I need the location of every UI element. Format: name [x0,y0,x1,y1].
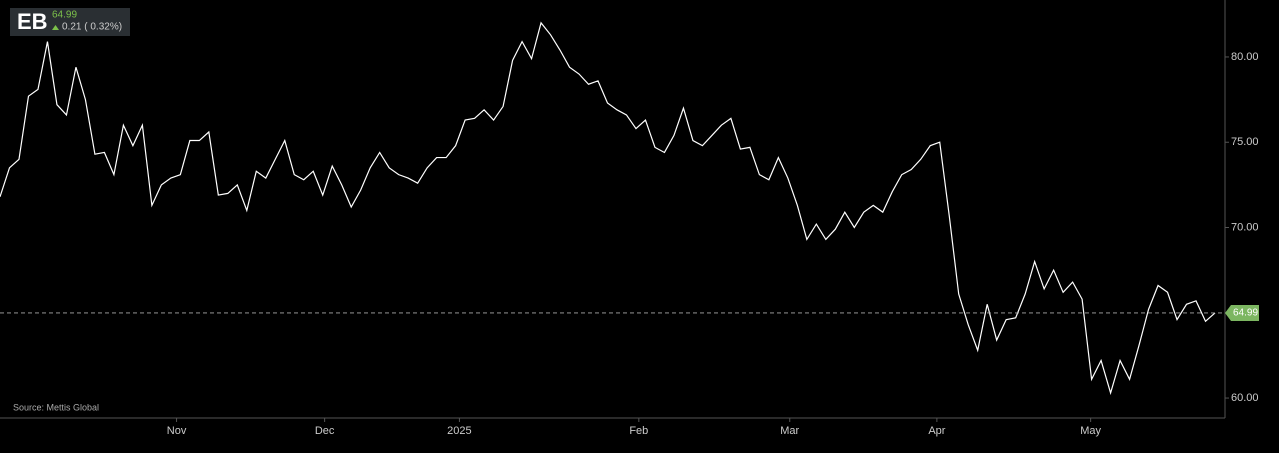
x-tick-label: Nov [167,425,187,437]
y-tick-label: 70.00 [1231,221,1259,233]
y-tick-label: 60.00 [1231,392,1259,404]
y-tick-label: 75.00 [1231,136,1259,148]
change: 0.21 ( 0.32%) [62,22,122,33]
x-tick-label: May [1080,425,1101,437]
x-tick-label: 2025 [447,425,471,437]
up-arrow [52,25,59,30]
last-price-label: 64.99 [1233,308,1258,319]
quote-box: EB 64.99 0.21 ( 0.32%) [10,8,130,36]
source: Source: Mettis Global [13,402,99,412]
quote-box-bg [10,8,130,36]
x-tick-label: Apr [928,425,945,437]
symbol: EB [17,9,48,34]
x-tick-label: Mar [780,425,799,437]
price-line [0,21,1216,396]
x-tick-label: Feb [629,425,648,437]
price: 64.99 [52,10,77,21]
last-price-tag [1225,304,1259,321]
x-tick-label: Dec [315,425,335,437]
y-tick-label: 80.00 [1231,51,1259,63]
